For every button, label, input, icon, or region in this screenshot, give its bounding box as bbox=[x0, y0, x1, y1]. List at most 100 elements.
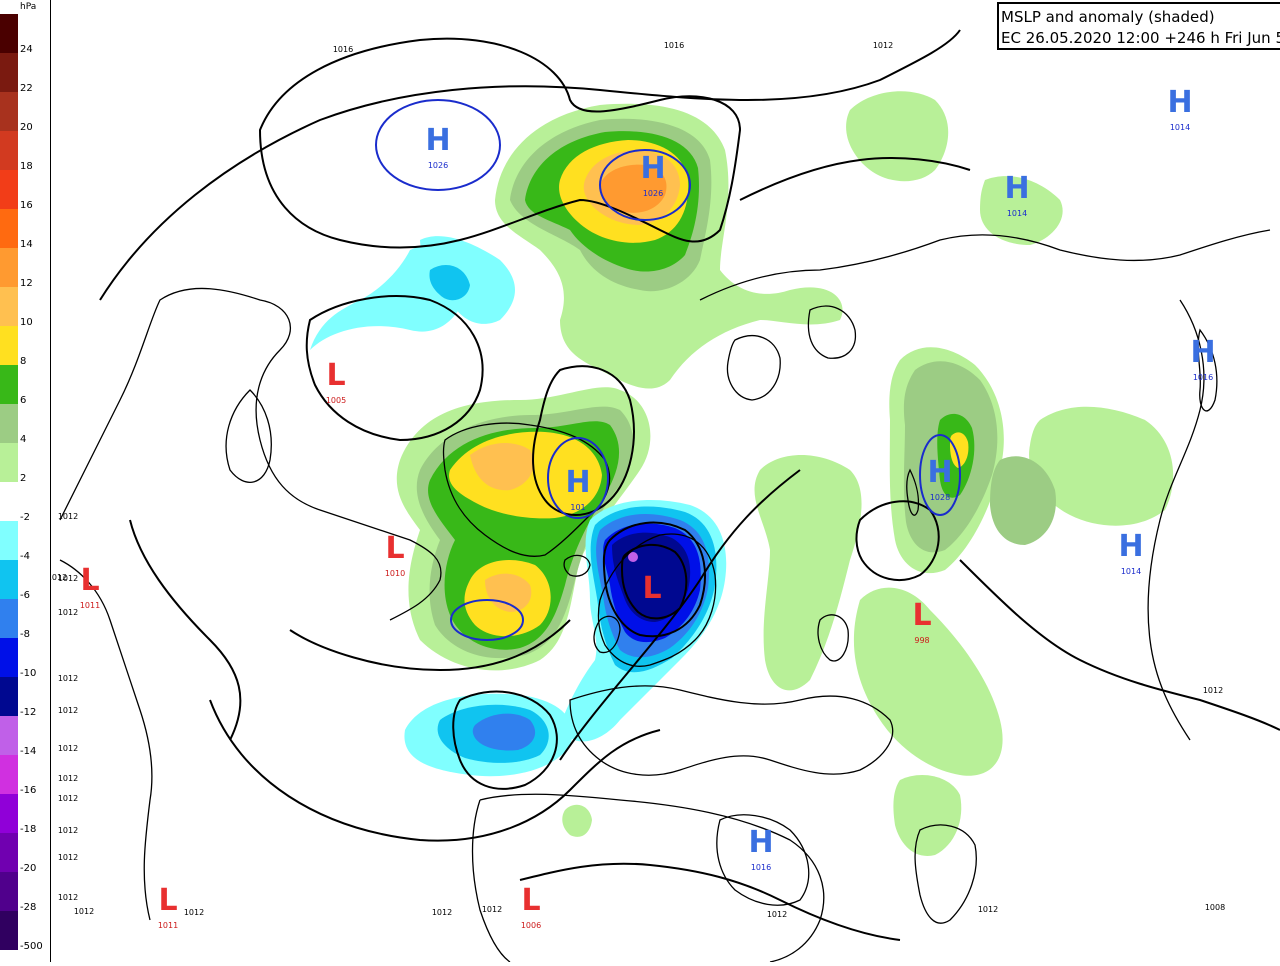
pressure-value-label: 1011 bbox=[158, 921, 178, 930]
isobar-value-label: 1012 bbox=[58, 674, 78, 683]
coastline-novaya-zemlya bbox=[807, 305, 857, 359]
legend-label: -16 bbox=[20, 785, 37, 796]
anomaly-positive-mongolia-yellow bbox=[950, 432, 969, 468]
isobar-value-label: 1012 bbox=[978, 905, 998, 914]
low-pressure-marker: L bbox=[912, 598, 931, 633]
isobar-value-label: 1012 bbox=[482, 905, 502, 914]
coastline-africa bbox=[471, 793, 825, 963]
coastline-europe bbox=[569, 685, 894, 776]
isobar-value-label: 1016 bbox=[333, 45, 353, 54]
pressure-value-label: 1011 bbox=[80, 601, 100, 610]
legend-swatch bbox=[0, 53, 18, 92]
legend-label: -12 bbox=[20, 707, 37, 718]
isobar-1008-africa bbox=[519, 862, 901, 941]
legend-swatch bbox=[0, 911, 18, 950]
anomaly-positive-china-mid bbox=[990, 456, 1056, 545]
coastline-arabia bbox=[716, 814, 810, 906]
pressure-value-label: 1014 bbox=[1170, 123, 1190, 132]
coastline-india bbox=[914, 824, 977, 924]
anomaly-positive-iceland-orange bbox=[485, 573, 532, 612]
high-pressure-marker: H bbox=[425, 123, 450, 158]
legend-swatch bbox=[0, 209, 18, 248]
legend-label: -10 bbox=[20, 668, 37, 679]
legend-label: -6 bbox=[20, 590, 30, 601]
isobar-value-label: 1012 bbox=[1203, 686, 1223, 695]
pressure-value-label: 1005 bbox=[326, 396, 346, 405]
pressure-value-label: 1014 bbox=[1121, 567, 1141, 576]
anomaly-positive-russia bbox=[754, 455, 862, 691]
legend-swatch bbox=[0, 833, 18, 872]
coastline-japan bbox=[1197, 328, 1218, 412]
legend-label: -28 bbox=[20, 902, 37, 913]
isobar-1012-pacific-sw bbox=[129, 519, 242, 741]
legend-label: 4 bbox=[20, 434, 27, 445]
legend-swatch bbox=[0, 716, 18, 755]
map-canvas: H 1026 H 1026 H 1014 H 1014 H 1016 H 1028 H 1014 H 101 H… bbox=[47, 29, 1280, 963]
legend-label: -2 bbox=[20, 512, 30, 523]
isobar-value-label: 1012 bbox=[58, 608, 78, 617]
isobar-value-label: 1012 bbox=[58, 512, 78, 521]
coastline-east-asia bbox=[1147, 299, 1205, 741]
legend-swatch bbox=[0, 287, 18, 326]
isobar-value-label: 1016 bbox=[664, 41, 684, 50]
high-ring-iceland bbox=[450, 599, 524, 641]
legend-swatch bbox=[0, 365, 18, 404]
anomaly-negative-europe-purple bbox=[628, 552, 638, 562]
anomaly-positive-greenland-orange bbox=[470, 443, 534, 491]
pressure-value-label: 1016 bbox=[1193, 373, 1213, 382]
isobar-1012-europe bbox=[559, 469, 801, 761]
isobar-value-label: 1012 bbox=[432, 908, 452, 917]
coastline-svalbard bbox=[726, 335, 781, 401]
legend-label: 12 bbox=[20, 278, 33, 289]
chart-title-box: MSLP and anomaly (shaded) EC 26.05.2020 … bbox=[997, 2, 1280, 50]
anomaly-positive-siberia bbox=[846, 91, 949, 182]
isobar-value-label: 1012 bbox=[74, 907, 94, 916]
legend-swatch bbox=[0, 521, 18, 560]
legend-label: -18 bbox=[20, 824, 37, 835]
colorbar-legend: hPa 24 22 20 18 16 14 12 10 8 6 4 2 -2 -4 -6 -8 -10 -12 -1… bbox=[0, 0, 51, 962]
isobar-1016-canada bbox=[305, 295, 484, 442]
anomaly-positive-china bbox=[1029, 406, 1174, 526]
coastline-central-america bbox=[59, 559, 153, 921]
isobar-value-label: 1012 bbox=[58, 574, 78, 583]
coastline-hudson-bay bbox=[225, 389, 272, 483]
chart-title: MSLP and anomaly (shaded) bbox=[1001, 8, 1215, 26]
legend-swatch bbox=[0, 872, 18, 911]
pressure-value-label: 1014 bbox=[1007, 209, 1027, 218]
pressure-value-label: 1006 bbox=[521, 921, 541, 930]
legend-label: 2 bbox=[20, 473, 27, 484]
legend-swatch bbox=[0, 638, 18, 677]
legend-swatch bbox=[0, 599, 18, 638]
high-pressure-marker: H bbox=[565, 465, 590, 500]
anomaly-positive-africa bbox=[562, 804, 592, 837]
isobar-1016-north-atlantic bbox=[452, 690, 558, 790]
legend-label: 22 bbox=[20, 83, 33, 94]
isobar-value-label: 1012 bbox=[767, 910, 787, 919]
isobar-value-label: 1012 bbox=[184, 908, 204, 917]
high-ring-greenland bbox=[547, 437, 609, 519]
high-ring-mongolia bbox=[919, 434, 961, 516]
isobar-value-label: 1008 bbox=[1205, 903, 1225, 912]
pressure-value-label: 998 bbox=[914, 636, 929, 645]
low-pressure-marker: L bbox=[158, 883, 177, 918]
legend-label: -500 bbox=[20, 941, 43, 952]
isobar-1012-siberia bbox=[739, 157, 971, 201]
legend-label: -4 bbox=[20, 551, 30, 562]
low-pressure-marker: L bbox=[326, 358, 345, 393]
high-pressure-marker: H bbox=[927, 455, 952, 490]
pressure-value-label: 1028 bbox=[930, 493, 950, 502]
legend-swatch bbox=[0, 560, 18, 599]
coastline-lake-baikal bbox=[906, 468, 920, 516]
low-pressure-marker: L bbox=[642, 571, 661, 606]
legend-swatch bbox=[0, 170, 18, 209]
isobar-value-label: 1012 bbox=[58, 706, 78, 715]
isobar-value-label: 1012 bbox=[58, 744, 78, 753]
high-pressure-marker: H bbox=[640, 151, 665, 186]
legend-swatch bbox=[0, 92, 18, 131]
anomaly-positive-india bbox=[893, 775, 962, 856]
legend-label: -8 bbox=[20, 629, 30, 640]
legend-swatch bbox=[0, 794, 18, 833]
isobar-1016-north-pacific bbox=[258, 37, 742, 249]
legend-swatch bbox=[0, 755, 18, 794]
legend-unit: hPa bbox=[20, 2, 37, 12]
